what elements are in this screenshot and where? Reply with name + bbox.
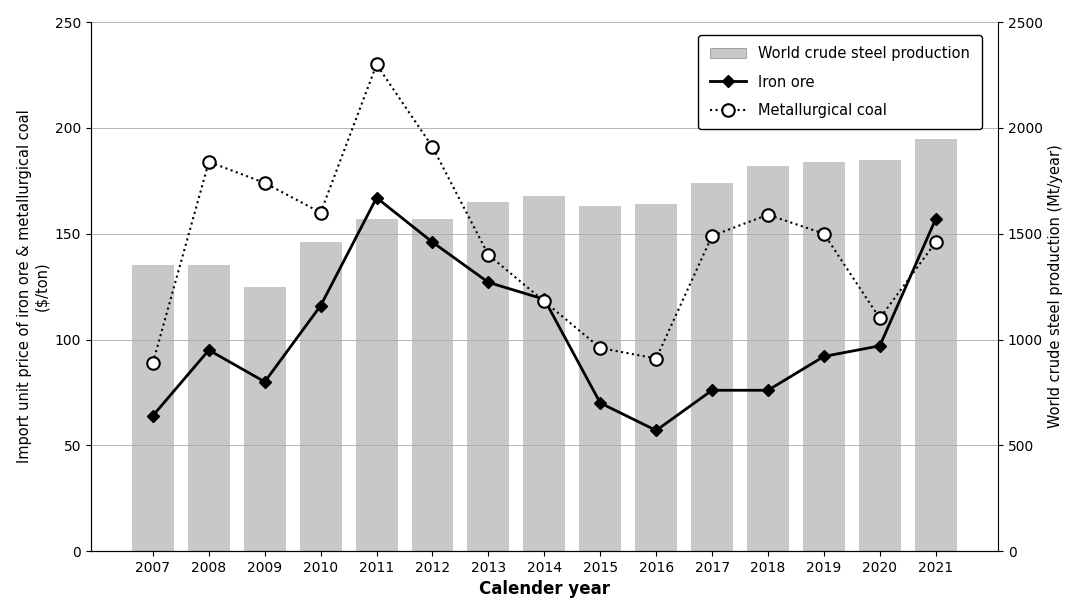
Iron ore <box>818 353 831 360</box>
Metallurgical coal <box>426 143 438 151</box>
Metallurgical coal <box>705 232 718 239</box>
Metallurgical coal <box>147 359 160 367</box>
Bar <box>411 219 454 551</box>
Bar <box>691 183 733 551</box>
Iron ore <box>258 378 271 386</box>
Metallurgical coal <box>202 158 215 165</box>
Iron ore <box>147 412 160 419</box>
Iron ore <box>874 342 887 349</box>
Metallurgical coal <box>874 315 887 322</box>
Bar <box>299 242 341 551</box>
Metallurgical coal <box>258 179 271 186</box>
Iron ore <box>761 387 774 394</box>
Iron ore <box>650 427 663 434</box>
Metallurgical coal <box>594 344 607 352</box>
Iron ore <box>202 346 215 354</box>
Bar <box>244 287 286 551</box>
Bar <box>524 196 565 551</box>
Bar <box>579 206 621 551</box>
Iron ore <box>370 194 383 202</box>
Bar <box>468 202 510 551</box>
Iron ore <box>538 296 551 303</box>
Bar <box>188 266 230 551</box>
Metallurgical coal <box>929 239 942 246</box>
Metallurgical coal <box>818 230 831 237</box>
Bar <box>635 204 677 551</box>
Metallurgical coal <box>370 61 383 68</box>
Metallurgical coal <box>538 298 551 305</box>
Bar <box>747 166 789 551</box>
X-axis label: Calender year: Calender year <box>478 581 610 598</box>
Metallurgical coal <box>761 211 774 218</box>
Legend: World crude steel production, Iron ore, Metallurgical coal: World crude steel production, Iron ore, … <box>699 34 982 129</box>
Metallurgical coal <box>314 209 327 216</box>
Line: Iron ore: Iron ore <box>149 194 940 435</box>
Bar <box>132 266 174 551</box>
Y-axis label: Import unit price of iron ore & metallurgical coal
($/ton): Import unit price of iron ore & metallur… <box>16 109 49 464</box>
Y-axis label: World crude steel production (Mt/year): World crude steel production (Mt/year) <box>1049 145 1064 429</box>
Iron ore <box>594 399 607 407</box>
Bar <box>355 219 397 551</box>
Iron ore <box>426 239 438 246</box>
Iron ore <box>705 387 718 394</box>
Iron ore <box>482 279 495 286</box>
Metallurgical coal <box>650 355 663 362</box>
Iron ore <box>314 302 327 309</box>
Bar <box>915 138 957 551</box>
Bar <box>802 162 845 551</box>
Line: Metallurgical coal: Metallurgical coal <box>147 58 942 369</box>
Bar <box>859 160 901 551</box>
Metallurgical coal <box>482 251 495 258</box>
Iron ore <box>929 215 942 223</box>
